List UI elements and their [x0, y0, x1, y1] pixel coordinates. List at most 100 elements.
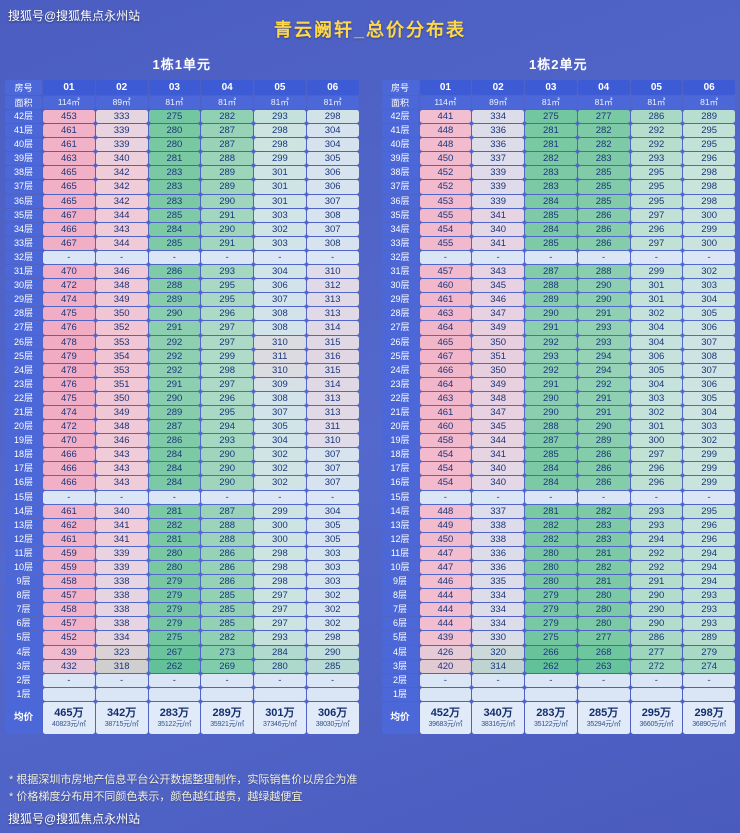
floor-label: 38层 — [381, 166, 419, 180]
price-cell: 293 — [683, 603, 735, 617]
price-cell: 343 — [95, 222, 148, 236]
price-cell: 293 — [630, 518, 683, 532]
price-cell — [95, 687, 148, 701]
table-row: 2层 - - - - - - — [5, 673, 359, 687]
price-cell: 339 — [95, 124, 148, 138]
price-cell: - — [525, 250, 577, 265]
price-cell: 450 — [419, 152, 472, 166]
price-cell: 466 — [43, 448, 95, 462]
floor-label: 10层 — [381, 561, 419, 575]
table-row: 3层 432 318 262 269 280 285 — [5, 659, 359, 673]
price-cell: - — [201, 673, 253, 687]
price-cell: 476 — [43, 321, 95, 335]
floor-label: 35层 — [381, 208, 419, 222]
price-cell: 279 — [148, 603, 201, 617]
price-cell: 340 — [472, 222, 524, 236]
floor-label: 14层 — [5, 504, 42, 518]
price-cell: 291 — [201, 236, 253, 250]
floor-label: 33层 — [381, 236, 419, 250]
price-cell: 291 — [201, 208, 253, 222]
price-cell: 461 — [419, 405, 472, 420]
price-cell: 439 — [43, 645, 95, 659]
price-cell: 306 — [683, 321, 735, 335]
table-row: 38层 452 339 283 285 295 298 — [381, 166, 735, 180]
table-row: 19层 458 344 287 289 300 302 — [381, 434, 735, 448]
price-cell: 282 — [525, 152, 577, 166]
price-cell: 284 — [148, 462, 201, 476]
price-cell: 289 — [148, 405, 201, 420]
table-row: 8层 444 334 279 280 290 293 — [381, 589, 735, 603]
price-cell: 292 — [525, 363, 577, 377]
price-cell: 303 — [683, 420, 735, 434]
price-cell: 289 — [148, 293, 201, 307]
price-cell: 287 — [201, 504, 253, 518]
price-cell: 458 — [43, 603, 95, 617]
table-row: 11层 459 339 280 286 298 303 — [5, 546, 359, 560]
table-row: 36层 465 342 283 290 301 307 — [5, 194, 359, 208]
price-cell: 330 — [472, 631, 524, 645]
price-cell: 286 — [148, 265, 201, 279]
price-cell: 302 — [306, 617, 359, 631]
price-cell — [43, 687, 95, 701]
price-cell: 465 — [43, 194, 95, 208]
price-cell: 302 — [630, 405, 683, 420]
floor-label: 2层 — [381, 673, 419, 687]
price-cell: 338 — [472, 518, 524, 532]
price-cell: 304 — [306, 138, 359, 152]
price-cell: 293 — [683, 589, 735, 603]
price-cell: 279 — [525, 617, 577, 631]
floor-label: 31层 — [381, 265, 419, 279]
price-cell: 313 — [306, 293, 359, 307]
table-row: 33层 455 341 285 286 297 300 — [381, 236, 735, 250]
table-row: 34层 454 340 284 286 296 299 — [381, 222, 735, 236]
avg-unit-price: 35294元/㎡ — [586, 720, 621, 728]
price-cell: 295 — [683, 138, 735, 152]
price-cell: - — [577, 250, 630, 265]
price-cell: - — [525, 490, 577, 504]
price-cell: - — [630, 490, 683, 504]
price-cell: 279 — [683, 645, 735, 659]
floor-label: 41层 — [5, 124, 42, 138]
price-cell: 302 — [683, 265, 735, 279]
footnote-2: * 价格梯度分布用不同颜色表示，颜色越红越贵，越绿越便宜 — [9, 790, 303, 803]
avg-total-price: 306万 — [317, 707, 348, 720]
table-row: 1层 — [5, 687, 359, 701]
price-cell: 289 — [201, 166, 253, 180]
price-cell: 300 — [683, 208, 735, 222]
price-cell: 304 — [254, 265, 306, 279]
price-cell — [472, 687, 524, 701]
price-cell: 290 — [201, 194, 253, 208]
price-cell: 302 — [630, 307, 683, 321]
avg-total-price: 283万 — [536, 707, 566, 720]
price-cell: 316 — [306, 349, 359, 363]
floor-label: 30层 — [381, 279, 419, 293]
price-cell: 350 — [95, 307, 148, 321]
floor-label: 33层 — [5, 236, 42, 250]
price-cell: 290 — [525, 307, 577, 321]
table-row: 16层 466 343 284 290 302 307 — [5, 476, 359, 490]
table-row: 14层 461 340 281 287 299 304 — [5, 504, 359, 518]
price-cell — [419, 687, 472, 701]
table-row: 37层 452 339 283 285 295 298 — [381, 180, 735, 194]
price-cell: 290 — [630, 617, 683, 631]
price-cell: 298 — [254, 561, 306, 575]
price-cell: 463 — [43, 152, 95, 166]
price-cell: 280 — [148, 138, 201, 152]
price-cell: 341 — [95, 532, 148, 546]
price-cell: 349 — [472, 321, 524, 335]
price-cell: 302 — [683, 434, 735, 448]
table-row: 42层 441 334 275 277 286 289 — [381, 110, 735, 124]
floor-label: 19层 — [5, 434, 42, 448]
price-cell: 286 — [577, 448, 630, 462]
price-cell: 426 — [419, 645, 472, 659]
price-cell: 297 — [254, 603, 306, 617]
price-cell: 459 — [43, 561, 95, 575]
price-cell: 346 — [95, 434, 148, 448]
price-cell: 343 — [95, 476, 148, 490]
table-row: 17层 454 340 284 286 296 299 — [381, 462, 735, 476]
price-cell: 454 — [419, 222, 472, 236]
price-cell: 349 — [95, 293, 148, 307]
floor-label: 41层 — [381, 124, 419, 138]
price-cell: 444 — [419, 603, 472, 617]
price-cell: 308 — [306, 208, 359, 222]
